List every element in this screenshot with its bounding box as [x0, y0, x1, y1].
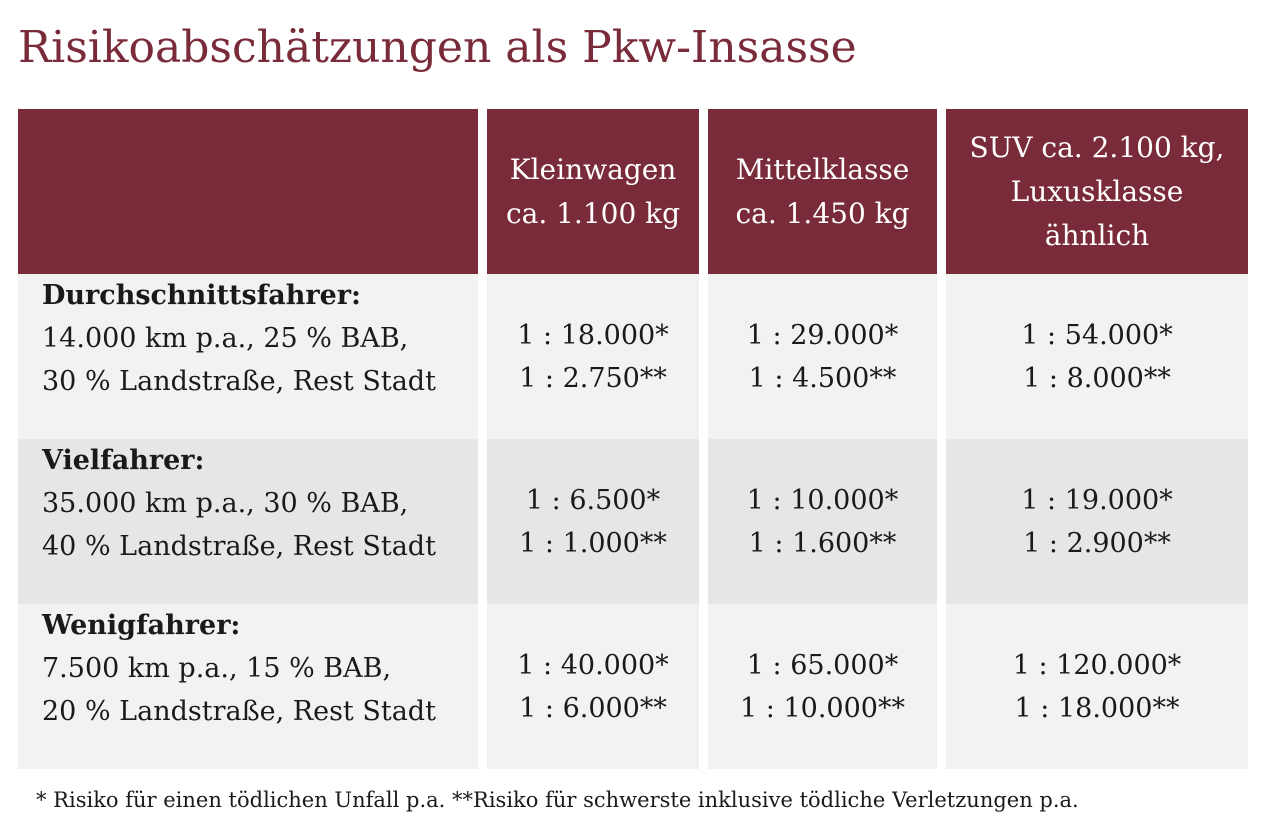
risk-severe: 1 : 10.000**	[740, 692, 905, 724]
table-header-corner	[18, 109, 478, 274]
row-label-title: Vielfahrer:	[42, 445, 205, 476]
risk-severe: 1 : 6.000**	[519, 692, 667, 724]
column-header-line: ca. 1.450 kg	[735, 196, 910, 230]
footnote: * Risiko für einen tödlichen Unfall p.a.…	[36, 788, 1079, 812]
table-cell: 1 : 6.500* 1 : 1.000**	[487, 439, 699, 604]
row-label-line: 40 % Landstraße, Rest Stadt	[42, 531, 436, 562]
column-header-line: ähnlich	[1044, 218, 1150, 252]
risk-fatal: 1 : 120.000*	[1012, 649, 1182, 681]
column-header-line: Mittelklasse	[735, 152, 910, 186]
risk-fatal: 1 : 40.000*	[517, 649, 669, 681]
table-cell: 1 : 10.000* 1 : 1.600**	[708, 439, 937, 604]
risk-severe: 1 : 1.600**	[748, 527, 897, 559]
row-label-vielfahrer: Vielfahrer: 35.000 km p.a., 30 % BAB, 40…	[18, 439, 478, 604]
risk-fatal: 1 : 6.500*	[525, 484, 661, 516]
row-label-line: 7.500 km p.a., 15 % BAB,	[42, 653, 392, 684]
risk-fatal: 1 : 65.000*	[746, 649, 899, 681]
table-cell: 1 : 120.000* 1 : 18.000**	[946, 604, 1248, 769]
table-cell: 1 : 29.000* 1 : 4.500**	[708, 274, 937, 439]
risk-fatal: 1 : 10.000*	[746, 484, 899, 516]
row-label-title: Durchschnittsfahrer:	[42, 280, 361, 311]
risk-severe: 1 : 4.500**	[748, 362, 897, 394]
row-label-wenigfahrer: Wenigfahrer: 7.500 km p.a., 15 % BAB, 20…	[18, 604, 478, 769]
column-header-line: Luxusklasse	[1010, 174, 1184, 208]
table-cell: 1 : 65.000* 1 : 10.000**	[708, 604, 937, 769]
risk-severe: 1 : 18.000**	[1014, 692, 1180, 724]
row-label-line: 14.000 km p.a., 25 % BAB,	[42, 323, 409, 354]
row-label-durchschnittsfahrer: Durchschnittsfahrer: 14.000 km p.a., 25 …	[18, 274, 478, 439]
risk-fatal: 1 : 18.000*	[517, 319, 669, 351]
column-header-mittelklasse: Mittelklasse ca. 1.450 kg	[708, 109, 937, 274]
column-header-line: Kleinwagen	[509, 152, 677, 186]
table-cell: 1 : 40.000* 1 : 6.000**	[487, 604, 699, 769]
risk-severe: 1 : 1.000**	[519, 527, 667, 559]
table-cell: 1 : 18.000* 1 : 2.750**	[487, 274, 699, 439]
column-header-kleinwagen: Kleinwagen ca. 1.100 kg	[487, 109, 699, 274]
table-cell: 1 : 54.000* 1 : 8.000**	[946, 274, 1248, 439]
column-header-line: SUV ca. 2.100 kg,	[969, 130, 1225, 164]
row-label-line: 35.000 km p.a., 30 % BAB,	[42, 488, 409, 519]
row-label-title: Wenigfahrer:	[42, 610, 241, 641]
risk-severe: 1 : 2.900**	[1023, 527, 1171, 559]
column-header-line: ca. 1.100 kg	[505, 196, 681, 230]
page-title: Risikoabschätzungen als Pkw-Insasse	[18, 22, 857, 73]
column-header-suv: SUV ca. 2.100 kg, Luxusklasse ähnlich	[946, 109, 1248, 274]
risk-table: Kleinwagen ca. 1.100 kg Mittelklasse ca.…	[18, 109, 1248, 769]
risk-severe: 1 : 2.750**	[519, 362, 667, 394]
row-label-line: 30 % Landstraße, Rest Stadt	[42, 366, 436, 397]
risk-fatal: 1 : 19.000*	[1021, 484, 1173, 516]
risk-severe: 1 : 8.000**	[1023, 362, 1171, 394]
risk-fatal: 1 : 54.000*	[1021, 319, 1173, 351]
row-label-line: 20 % Landstraße, Rest Stadt	[42, 696, 436, 727]
table-cell: 1 : 19.000* 1 : 2.900**	[946, 439, 1248, 604]
risk-fatal: 1 : 29.000*	[746, 319, 899, 351]
